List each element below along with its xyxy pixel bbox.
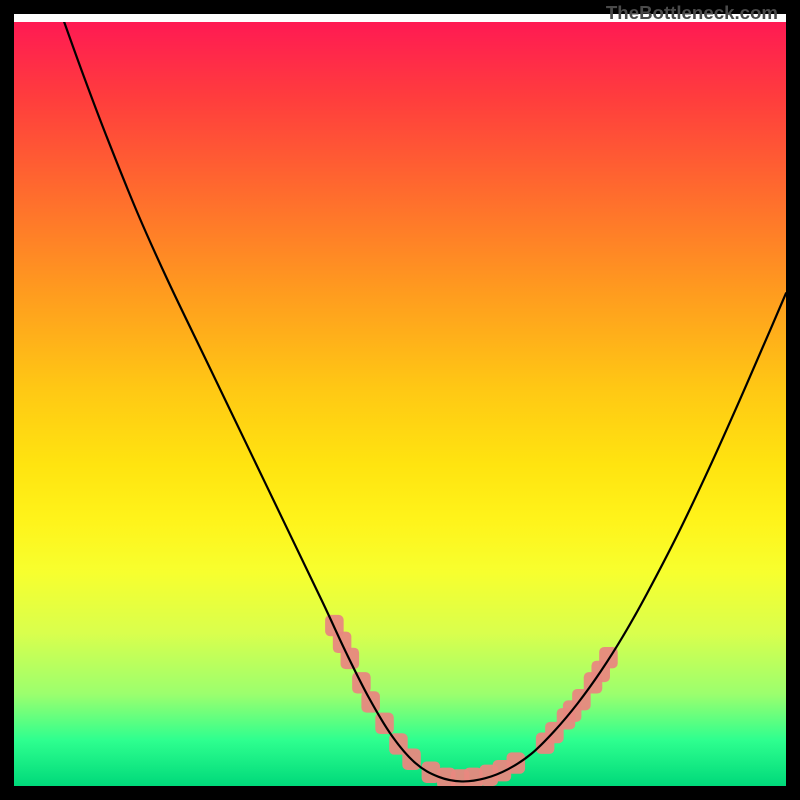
chart-frame: TheBottleneck.com (0, 0, 800, 800)
watermark-text: TheBottleneck.com (606, 2, 778, 24)
plot-gradient-background (14, 22, 786, 786)
